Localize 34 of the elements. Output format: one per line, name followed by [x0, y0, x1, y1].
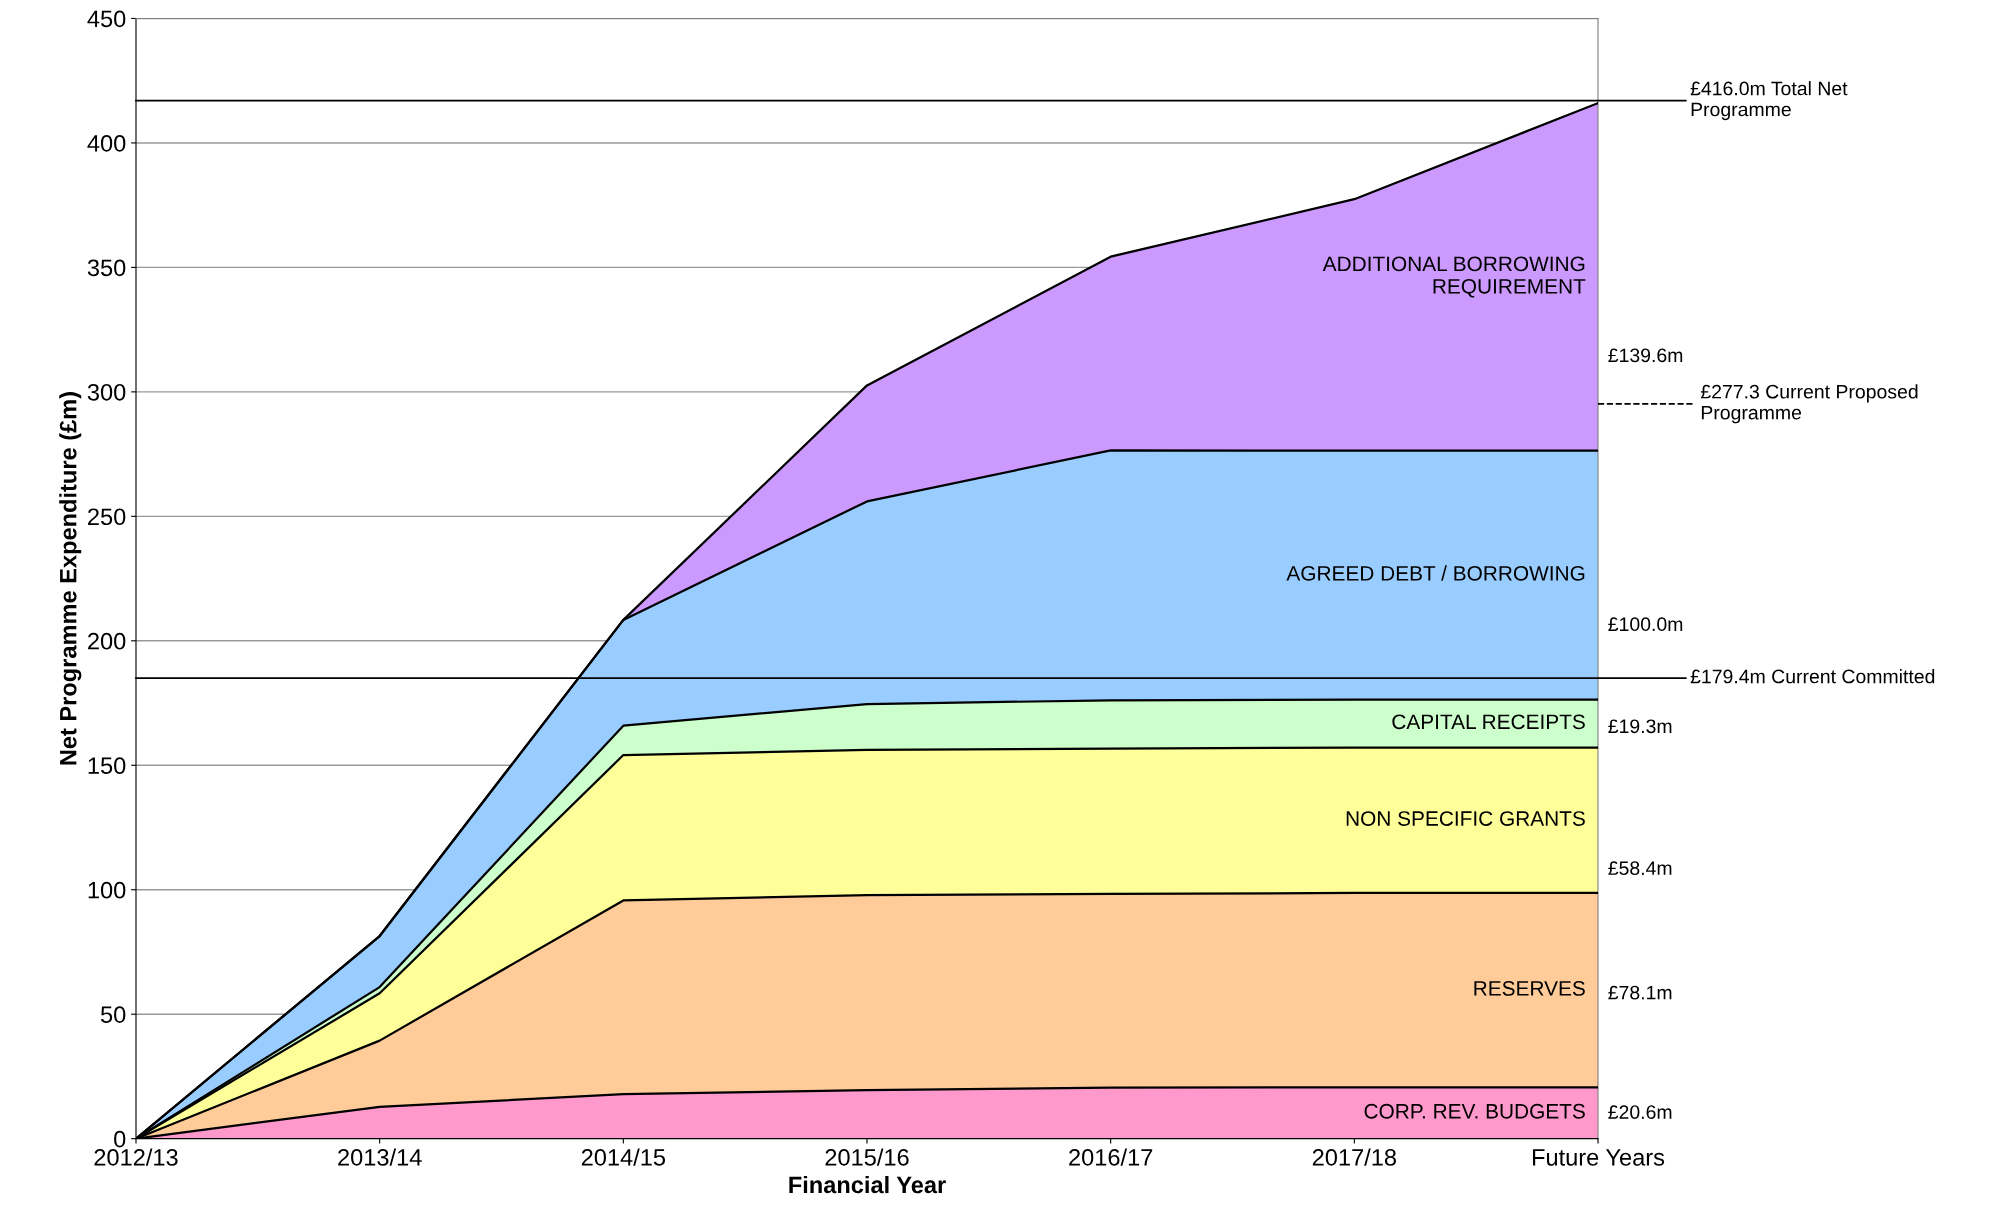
annotation: £58.4m	[1608, 861, 1672, 876]
annotation: £20.6m	[1608, 1105, 1672, 1119]
y-tick-label: 0	[114, 1130, 126, 1148]
series-label: NON SPECIFIC GRANTS	[1346, 811, 1585, 826]
annotation: £19.3m	[1608, 719, 1672, 734]
x-tick-label: Future Years	[1532, 1149, 1665, 1166]
x-tick-label: 2017/18	[1312, 1148, 1396, 1166]
x-axis-title: Financial Year	[789, 1175, 946, 1194]
y-tick-label: 100	[88, 881, 126, 899]
series-label: CORP. REV. BUDGETS	[1364, 1103, 1585, 1119]
ref-line-label: £416.0m Total Net Programme	[1690, 81, 1848, 121]
series-label: AGREED DEBT / BORROWING	[1286, 565, 1585, 581]
y-tick-label: 300	[87, 383, 126, 401]
series-label: CAPITAL RECEIPTS	[1392, 714, 1585, 730]
x-tick-label: 2015/16	[825, 1148, 909, 1166]
x-tick-label: 2013/14	[338, 1148, 422, 1166]
y-tick-label: 150	[88, 757, 126, 775]
x-tick-label: 2016/17	[1069, 1148, 1153, 1166]
y-tick-label: 200	[88, 632, 126, 650]
y-tick-label: 450	[87, 10, 126, 28]
series-label: RESERVES	[1474, 981, 1585, 996]
x-tick-label: 2012/13	[94, 1148, 178, 1166]
annotation: £139.6m	[1608, 348, 1683, 363]
y-tick-label: 250	[88, 508, 126, 526]
series-label: ADDITIONAL BORROWING REQUIREMENT	[1322, 256, 1586, 298]
y-tick-label: 400	[87, 135, 126, 152]
y-tick-label: 50	[100, 1006, 126, 1023]
annotation: £78.1m	[1608, 985, 1672, 1000]
x-tick-label: 2014/15	[581, 1148, 666, 1166]
text: £277.3 Current Proposed Programme	[1700, 384, 1918, 424]
y-tick-label: 350	[87, 259, 126, 277]
y-axis-title: Net Programme Expenditure (£m)	[59, 392, 82, 765]
annotation: £100.0m	[1608, 617, 1683, 632]
ref-line-label: £179.4m Current Committed	[1690, 669, 1935, 684]
